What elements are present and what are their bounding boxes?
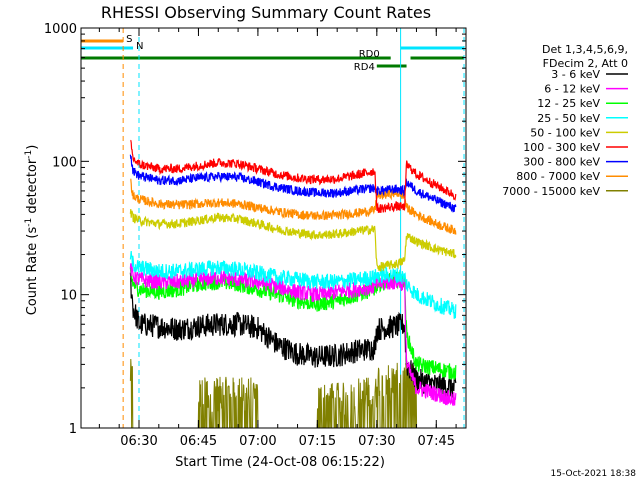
x-tick-label: 07:15	[299, 434, 336, 449]
x-tick-label: 06:45	[180, 434, 217, 449]
y-axis-label-end: )	[25, 145, 40, 150]
x-axis-label: Start Time (24-Oct-08 06:15:22)	[175, 455, 385, 470]
legend-entry-label: 100 - 300 keV	[523, 141, 600, 154]
flag-label-rd4: RD4	[354, 62, 375, 73]
y-axis-label-main: Count Rate (s	[25, 227, 40, 316]
chart-title: RHESSI Observing Summary Count Rates	[101, 3, 431, 22]
x-tick-label: 07:30	[358, 434, 395, 449]
flag-label-n: N	[136, 41, 143, 52]
y-axis-label-sup1: -1	[24, 218, 34, 227]
footer-date: 15-Oct-2021 18:38	[551, 469, 637, 479]
x-tick-label: 07:45	[418, 434, 455, 449]
y-axis-label-mid: detector	[25, 158, 40, 218]
series-lines	[129, 139, 457, 429]
x-tick-label: 06:30	[120, 434, 157, 449]
legend-entry-label: 25 - 50 keV	[537, 112, 600, 125]
legend-entry-label: 3 - 6 keV	[551, 68, 600, 81]
flag-label-rd0: RD0	[359, 49, 380, 60]
series-line-6	[129, 154, 457, 213]
legend-entry-label: 300 - 800 keV	[523, 156, 600, 169]
y-axis-label: Count Rate (s-1 detector-1)	[24, 145, 40, 316]
legend-header-line: FDecim 2, Att 0	[543, 57, 628, 70]
series-line-5	[130, 139, 457, 213]
legend-entry-label: 50 - 100 keV	[530, 126, 600, 139]
legend-entry-label: 7000 - 15000 keV	[502, 185, 600, 198]
legend: Det 1,3,4,5,6,9,FDecim 2, Att 03 - 6 keV…	[502, 43, 628, 198]
legend-entry-label: 800 - 7000 keV	[516, 170, 600, 183]
observing-flags: SN RD0 RD4	[81, 34, 464, 73]
series-line-7	[130, 178, 457, 235]
axes: 1 10 100 1000 06:30 06:45 07:00 07:15 07:30 07:45	[44, 22, 467, 449]
legend-entry-label: 6 - 12 keV	[544, 83, 600, 96]
legend-header-line: Det 1,3,4,5,6,9,	[542, 43, 628, 56]
y-tick-label: 1	[69, 422, 77, 437]
series-line-1	[129, 263, 457, 407]
series-line-3	[129, 250, 457, 319]
flag-label-s: S	[126, 34, 132, 45]
series-line-4	[129, 209, 457, 272]
plot-frame	[80, 27, 467, 429]
y-tick-label: 100	[52, 155, 77, 170]
y-axis-label-sup2: -1	[24, 150, 34, 159]
x-tick-label: 07:00	[239, 434, 276, 449]
series-line-0	[129, 272, 457, 399]
vertical-marker-lines	[122, 28, 465, 428]
y-tick-label: 1000	[44, 22, 77, 37]
y-tick-label: 10	[60, 289, 77, 304]
legend-entry-label: 12 - 25 keV	[537, 97, 600, 110]
